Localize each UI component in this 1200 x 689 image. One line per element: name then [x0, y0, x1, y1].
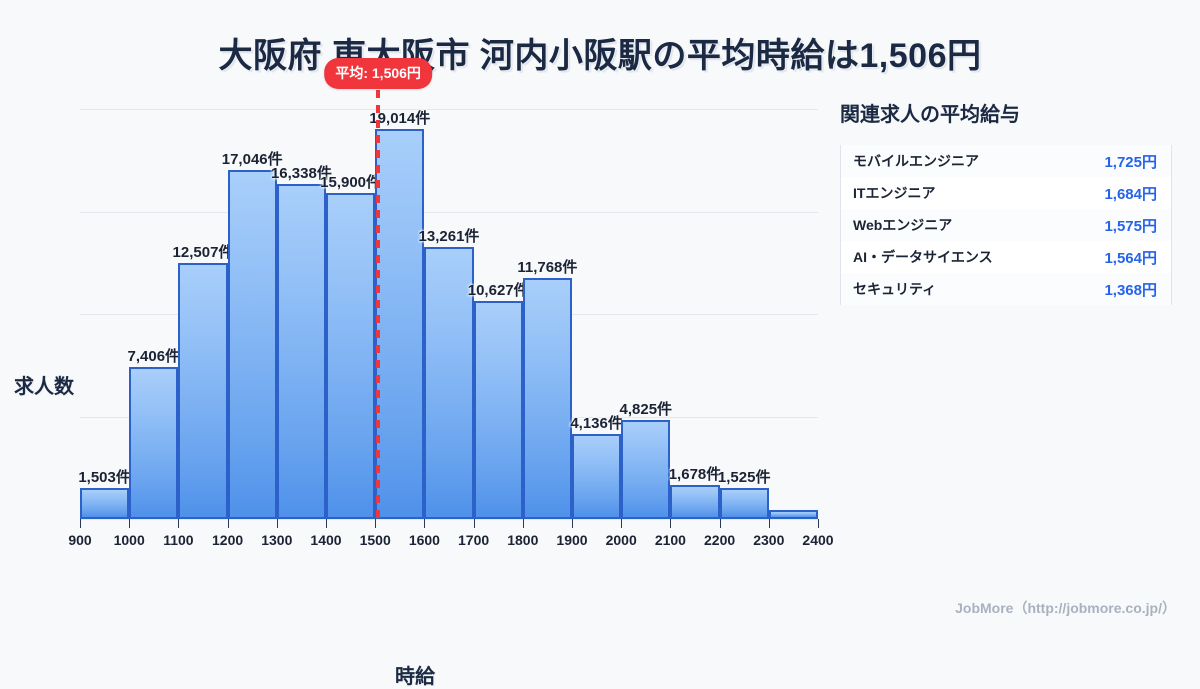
- bar-value-label: 1,503件: [78, 469, 131, 487]
- x-axis-tick: [522, 519, 524, 528]
- average-badge: 平均: 1,506円: [324, 58, 432, 89]
- related-salary-table: モバイルエンジニア 1,725円 ITエンジニア 1,684円 Webエンジニア 1,57…: [840, 145, 1172, 305]
- histogram-bar[interactable]: [178, 262, 228, 519]
- page-title: 大阪府 東大阪市 河内小阪駅の平均時給は1,506円: [218, 37, 982, 75]
- histogram-bar[interactable]: [522, 277, 572, 519]
- x-axis-tick-label: 2400: [802, 532, 834, 548]
- histogram-bar[interactable]: [719, 487, 769, 519]
- x-axis-tick: [227, 519, 229, 528]
- related-salary-value: 1,725円: [1104, 153, 1157, 171]
- related-salary-label: セキュリティ: [853, 281, 937, 297]
- x-axis-tick: [326, 519, 327, 528]
- related-salary-value: 1,564円: [1104, 249, 1157, 267]
- average-line: [376, 75, 381, 519]
- bar-value-label: 17,046件: [221, 150, 283, 168]
- bar-value-label: 12,507件: [172, 243, 234, 261]
- bar-value-label: 19,014件: [369, 110, 431, 128]
- histogram-bar[interactable]: [572, 434, 622, 519]
- histogram-bar[interactable]: [473, 301, 523, 519]
- related-salary-row[interactable]: セキュリティ 1,368円: [841, 273, 1171, 305]
- histogram-bar[interactable]: [768, 510, 818, 519]
- x-axis-tick: [719, 519, 721, 528]
- related-salary-label: ITエンジニア: [853, 185, 936, 201]
- x-axis-tick-label: 1000: [113, 532, 145, 548]
- related-salary-row[interactable]: ITエンジニア 1,684円: [841, 177, 1171, 209]
- sidebar-title: 関連求人の平均給与: [840, 104, 1020, 126]
- related-salary-row[interactable]: Webエンジニア 1,575円: [841, 209, 1171, 241]
- bars-container: 1,503件 7,406件 12,507件 17,046件 16,338件 15,900件…: [78, 99, 818, 519]
- related-salary-label: AI・データサイエンス: [853, 249, 993, 265]
- histogram-bar[interactable]: [80, 488, 130, 519]
- x-axis-tick: [572, 519, 573, 528]
- bar-value-label: 1,678件: [668, 465, 722, 483]
- footer-credit: JobMore（http://jobmore.co.jp/）: [955, 600, 1176, 616]
- related-salary-label: Webエンジニア: [853, 217, 953, 233]
- bar-value-label: 1,525件: [717, 468, 771, 486]
- x-axis-tick: [276, 519, 278, 528]
- related-salary-row[interactable]: モバイルエンジニア 1,725円: [841, 145, 1171, 177]
- x-axis-tick-label: 1500: [359, 532, 391, 548]
- related-salary-label: モバイルエンジニア: [853, 153, 979, 169]
- histogram-bar[interactable]: [621, 420, 671, 519]
- related-salary-sidebar: 関連求人の平均給与 モバイルエンジニア 1,725円 ITエンジニア 1,684円 We…: [836, 98, 1186, 305]
- x-axis-tick-label: 1700: [458, 532, 490, 548]
- plot-area: 1,503件 7,406件 12,507件 17,046件 16,338件 15,900件…: [68, 58, 834, 548]
- x-axis-tick: [670, 519, 672, 528]
- related-salary-row[interactable]: AI・データサイエンス 1,564円: [841, 241, 1171, 273]
- bar-value-label: 15,900件: [320, 174, 382, 192]
- x-axis-tick: [621, 519, 623, 528]
- y-axis-title: 求人数: [14, 376, 74, 398]
- histogram-bar[interactable]: [375, 129, 425, 519]
- bar-value-label: 4,136件: [570, 415, 623, 433]
- histogram-bar[interactable]: [670, 484, 720, 519]
- chart-page: 大阪府 東大阪市 河内小阪駅の平均時給は1,506円 求人数 1,503件 7,4…: [0, 37, 1186, 688]
- x-axis-tick-label: 900: [68, 532, 92, 548]
- x-axis-tick-label: 1600: [408, 532, 440, 548]
- x-axis-tick: [375, 519, 377, 528]
- x-axis-title: 時給: [395, 666, 435, 688]
- x-axis-tick-label: 1400: [310, 532, 342, 548]
- bar-value-label: 16,338件: [270, 165, 332, 183]
- histogram-bar[interactable]: [227, 169, 277, 519]
- x-axis-tick-label: 2100: [654, 532, 686, 548]
- x-axis-tick: [178, 519, 180, 528]
- gridline: [80, 109, 818, 111]
- histogram-bar[interactable]: [276, 184, 326, 519]
- histogram-bar[interactable]: [129, 367, 179, 519]
- x-axis-tick-label: 1200: [212, 532, 244, 548]
- related-salary-value: 1,684円: [1104, 185, 1157, 203]
- x-axis-tick: [818, 519, 819, 528]
- histogram-chart: 求人数 1,503件 7,406件 12,507件 17,046件 16,338件 15,…: [0, 58, 834, 688]
- x-axis-tick-label: 1300: [261, 532, 293, 548]
- bar-value-label: 13,261件: [418, 228, 480, 246]
- bar-value-label: 4,825件: [619, 401, 673, 419]
- histogram-bar[interactable]: [424, 247, 474, 519]
- bar-value-label: 11,768件: [517, 258, 578, 276]
- x-axis-tick-label: 2200: [704, 532, 736, 548]
- x-axis-tick: [80, 519, 81, 528]
- gridline: [80, 211, 818, 213]
- related-salary-value: 1,575円: [1104, 217, 1157, 235]
- x-axis-tick: [473, 519, 475, 528]
- x-axis-tick: [424, 519, 426, 528]
- bar-value-label: 7,406件: [127, 348, 181, 366]
- x-axis-tick: [129, 519, 131, 528]
- x-axis-tick-label: 2300: [753, 532, 785, 548]
- x-axis-tick: [768, 519, 770, 528]
- x-axis-tick-label: 1100: [163, 532, 194, 548]
- histogram-bar[interactable]: [326, 193, 376, 519]
- bar-value-label: 10,627件: [467, 282, 529, 300]
- related-salary-value: 1,368円: [1104, 281, 1157, 299]
- x-axis-tick-label: 1800: [507, 532, 539, 548]
- gridline-baseline: [80, 519, 818, 520]
- x-axis-tick-label: 2000: [605, 532, 637, 548]
- x-axis-tick-label: 1900: [556, 532, 588, 548]
